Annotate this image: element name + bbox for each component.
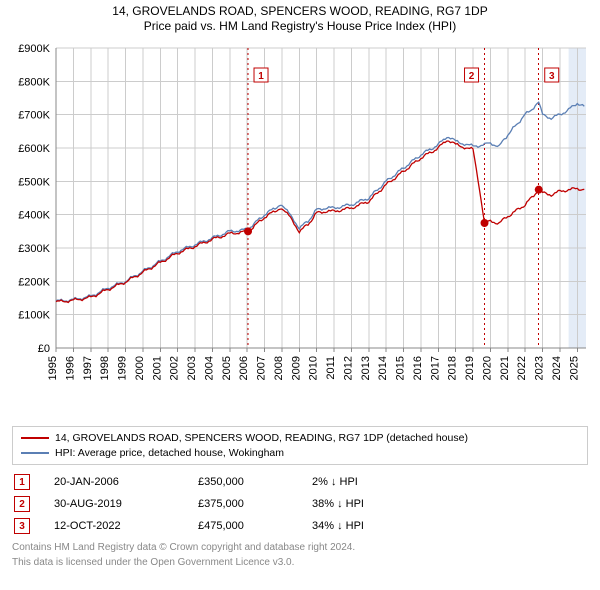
legend-label: 14, GROVELANDS ROAD, SPENCERS WOOD, READ… bbox=[55, 431, 468, 446]
x-axis-label: 2006 bbox=[238, 356, 250, 380]
chart-title-line1: 14, GROVELANDS ROAD, SPENCERS WOOD, READ… bbox=[6, 4, 594, 19]
y-axis-label: £600K bbox=[18, 143, 50, 155]
legend-label: HPI: Average price, detached house, Woki… bbox=[55, 446, 284, 461]
series-subject bbox=[56, 141, 584, 303]
footer-line1: Contains HM Land Registry data © Crown c… bbox=[12, 541, 588, 554]
transaction-diff: 34% ↓ HPI bbox=[312, 520, 432, 532]
x-axis-label: 2018 bbox=[447, 356, 459, 380]
legend-swatch bbox=[21, 437, 49, 439]
y-axis-label: £100K bbox=[18, 310, 50, 322]
sale-marker bbox=[535, 186, 543, 194]
x-axis-label: 2013 bbox=[360, 356, 372, 380]
x-axis-label: 2009 bbox=[290, 356, 302, 380]
transaction-diff: 2% ↓ HPI bbox=[312, 476, 432, 488]
y-axis-label: £0 bbox=[38, 343, 50, 355]
y-axis-label: £500K bbox=[18, 176, 50, 188]
transaction-price: £375,000 bbox=[198, 498, 288, 510]
transaction-row: 2 30-AUG-2019 £375,000 38% ↓ HPI bbox=[12, 493, 588, 515]
x-axis-label: 1996 bbox=[64, 356, 76, 380]
x-axis-label: 2025 bbox=[568, 356, 580, 380]
x-axis-label: 2022 bbox=[516, 356, 528, 380]
legend-swatch bbox=[21, 452, 49, 454]
x-axis-label: 2023 bbox=[534, 356, 546, 380]
series-hpi bbox=[56, 102, 584, 302]
transaction-date: 20-JAN-2006 bbox=[54, 476, 174, 488]
x-axis-label: 2000 bbox=[134, 356, 146, 380]
x-axis-label: 2020 bbox=[481, 356, 493, 380]
reference-marker-label: 3 bbox=[549, 71, 555, 82]
x-axis-label: 2001 bbox=[151, 356, 163, 380]
legend-row: 14, GROVELANDS ROAD, SPENCERS WOOD, READ… bbox=[21, 431, 579, 446]
transaction-diff: 38% ↓ HPI bbox=[312, 498, 432, 510]
transaction-date: 12-OCT-2022 bbox=[54, 520, 174, 532]
x-axis-label: 2016 bbox=[412, 356, 424, 380]
transaction-index: 3 bbox=[14, 518, 30, 534]
x-axis-label: 1999 bbox=[117, 356, 129, 380]
x-axis-label: 2010 bbox=[308, 356, 320, 380]
x-axis-label: 1998 bbox=[99, 356, 111, 380]
x-axis-label: 2007 bbox=[256, 356, 268, 380]
y-axis-label: £700K bbox=[18, 110, 50, 122]
transaction-date: 30-AUG-2019 bbox=[54, 498, 174, 510]
y-axis-label: £900K bbox=[18, 43, 50, 55]
transaction-row: 1 20-JAN-2006 £350,000 2% ↓ HPI bbox=[12, 471, 588, 493]
x-axis-label: 1995 bbox=[47, 356, 59, 380]
legend-row: HPI: Average price, detached house, Woki… bbox=[21, 446, 579, 461]
y-axis-label: £800K bbox=[18, 76, 50, 88]
transaction-price: £475,000 bbox=[198, 520, 288, 532]
x-axis-label: 2015 bbox=[395, 356, 407, 380]
transaction-row: 3 12-OCT-2022 £475,000 34% ↓ HPI bbox=[12, 515, 588, 537]
x-axis-label: 2003 bbox=[186, 356, 198, 380]
legend-box: 14, GROVELANDS ROAD, SPENCERS WOOD, READ… bbox=[12, 426, 588, 465]
transaction-index: 2 bbox=[14, 496, 30, 512]
reference-marker-label: 1 bbox=[258, 71, 264, 82]
x-axis-label: 2011 bbox=[325, 356, 337, 380]
chart-svg: £0 £100K £200K £300K £400K £500K £600K £700K £80… bbox=[6, 38, 594, 418]
transaction-price: £350,000 bbox=[198, 476, 288, 488]
reference-marker-label: 2 bbox=[469, 71, 475, 82]
x-axis-label: 2002 bbox=[169, 356, 181, 380]
x-axis-label: 2019 bbox=[464, 356, 476, 380]
y-axis-label: £400K bbox=[18, 210, 50, 222]
chart-title-line2: Price paid vs. HM Land Registry's House … bbox=[6, 19, 594, 34]
transaction-index: 1 bbox=[14, 474, 30, 490]
chart-area: £0 £100K £200K £300K £400K £500K £600K £700K £80… bbox=[6, 38, 594, 418]
sale-marker bbox=[481, 219, 489, 227]
y-axis-label: £200K bbox=[18, 276, 50, 288]
x-axis-label: 2012 bbox=[342, 356, 354, 380]
x-axis-label: 2024 bbox=[551, 356, 563, 380]
x-axis-label: 2021 bbox=[499, 356, 511, 380]
x-axis-label: 2017 bbox=[429, 356, 441, 380]
y-axis-label: £300K bbox=[18, 243, 50, 255]
x-axis-label: 2005 bbox=[221, 356, 233, 380]
x-axis-label: 2008 bbox=[273, 356, 285, 380]
x-axis-label: 2014 bbox=[377, 356, 389, 380]
footer-line2: This data is licensed under the Open Gov… bbox=[12, 556, 588, 569]
x-axis-label: 2004 bbox=[203, 356, 215, 380]
x-axis-label: 1997 bbox=[82, 356, 94, 380]
transactions-table: 1 20-JAN-2006 £350,000 2% ↓ HPI 2 30-AUG-2019… bbox=[12, 471, 588, 537]
sale-marker bbox=[244, 227, 252, 235]
